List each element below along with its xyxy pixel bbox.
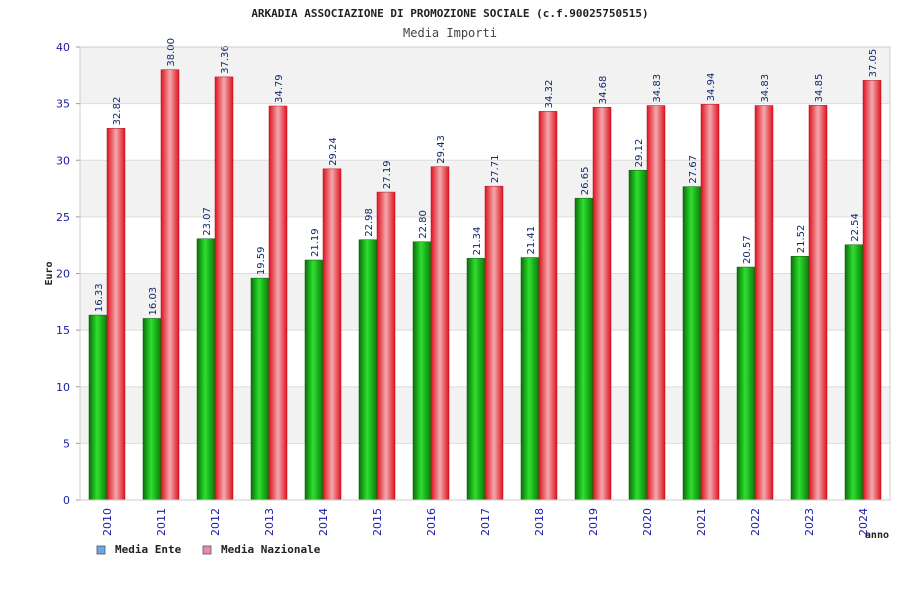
data-label: 27.71: [490, 155, 501, 184]
x-tick-label: 2019: [587, 508, 600, 536]
bar-media-ente: [466, 258, 486, 501]
x-tick-label: 2018: [533, 508, 546, 536]
bar-media-ente: [358, 239, 378, 501]
bar-media-nazionale: [862, 80, 882, 501]
bar-media-ente: [250, 277, 270, 501]
y-tick-label: 40: [56, 41, 70, 54]
bar-media-ente: [304, 259, 324, 501]
chart-title: ARKADIA ASSOCIAZIONE DI PROMOZIONE SOCIA…: [251, 7, 648, 20]
x-tick-label: 2011: [155, 508, 168, 536]
bar-media-nazionale: [160, 69, 180, 501]
x-tick-label: 2016: [425, 508, 438, 536]
bar-media-nazionale: [214, 76, 234, 501]
data-label: 37.36: [220, 45, 231, 74]
bar-media-nazionale: [646, 105, 666, 501]
x-axis-label: anno: [865, 530, 889, 541]
y-tick-label: 35: [56, 98, 70, 111]
y-tick-label: 5: [63, 437, 70, 450]
bar-media-ente: [682, 186, 702, 501]
bar-media-ente: [196, 238, 216, 501]
bar-media-nazionale: [376, 191, 396, 501]
data-label: 34.32: [544, 80, 555, 109]
bar-media-ente: [412, 241, 432, 501]
data-label: 34.79: [274, 74, 285, 103]
bar-media-nazionale: [808, 105, 828, 501]
data-label: 21.34: [472, 227, 483, 256]
bar-media-nazionale: [106, 128, 126, 501]
x-tick-label: 2014: [317, 508, 330, 536]
x-tick-label: 2023: [803, 508, 816, 536]
data-label: 23.07: [202, 207, 213, 236]
y-tick-label: 20: [56, 268, 70, 281]
data-label: 32.82: [112, 97, 123, 126]
data-label: 34.85: [814, 74, 825, 103]
bar-media-ente: [574, 197, 594, 501]
data-label: 26.65: [580, 167, 591, 196]
data-label: 29.24: [328, 137, 339, 166]
bar-media-ente: [790, 256, 810, 501]
data-label: 16.33: [94, 283, 105, 312]
data-label: 34.94: [706, 73, 717, 102]
x-tick-label: 2013: [263, 508, 276, 536]
legend-swatch-ente: [96, 545, 106, 555]
y-tick-label: 25: [56, 211, 70, 224]
bar-media-nazionale: [484, 185, 504, 501]
data-label: 34.68: [598, 76, 609, 105]
chart-subtitle: Media Importi: [403, 26, 497, 40]
x-tick-label: 2021: [695, 508, 708, 536]
bar-media-nazionale: [430, 166, 450, 501]
data-label: 22.54: [850, 213, 861, 242]
data-label: 27.67: [688, 155, 699, 184]
data-label: 34.83: [652, 74, 663, 103]
legend-swatch-nazionale: [202, 545, 212, 555]
bar-media-nazionale: [322, 168, 342, 501]
x-tick-label: 2017: [479, 508, 492, 536]
bar-media-nazionale: [700, 104, 720, 501]
y-tick-label: 15: [56, 324, 70, 337]
data-label: 29.12: [634, 139, 645, 168]
y-tick-label: 0: [63, 494, 70, 507]
bar-media-nazionale: [538, 111, 558, 501]
y-tick-label: 30: [56, 154, 70, 167]
bar-media-nazionale: [268, 105, 288, 501]
x-axis-ticks: 2010 2011 2012 2013 2014 2015 2016 2017 2018 2019…: [101, 508, 870, 536]
data-label: 34.83: [760, 74, 771, 103]
data-label: 29.43: [436, 135, 447, 164]
bar-media-ente: [142, 318, 162, 501]
data-label: 27.19: [382, 160, 393, 189]
x-tick-label: 2012: [209, 508, 222, 536]
x-tick-label: 2010: [101, 508, 114, 536]
y-tick-label: 10: [56, 381, 70, 394]
data-label: 21.41: [526, 226, 537, 255]
data-label: 37.05: [868, 49, 879, 78]
x-tick-label: 2020: [641, 508, 654, 536]
y-axis-ticks: 0 5 10 15 20 25 30 35 40: [56, 41, 80, 507]
bar-media-nazionale: [754, 105, 774, 501]
bars: [88, 69, 882, 501]
bar-media-ente: [88, 314, 108, 501]
data-label: 22.98: [364, 208, 375, 237]
data-labels: 16.33 32.82 16.03 38.00 23.07 37.36 19.59 34.79…: [94, 38, 879, 315]
bar-media-ente: [736, 266, 756, 501]
data-label: 21.52: [796, 225, 807, 254]
x-tick-label: 2015: [371, 508, 384, 536]
legend: Media Ente Media Nazionale: [96, 543, 321, 556]
y-axis-label: Euro: [44, 261, 55, 285]
bar-media-ente: [520, 257, 540, 501]
legend-label-nazionale: Media Nazionale: [221, 543, 321, 556]
data-label: 21.19: [310, 228, 321, 257]
data-label: 20.57: [742, 235, 753, 264]
data-label: 22.80: [418, 210, 429, 239]
x-tick-label: 2024: [857, 508, 870, 536]
bar-media-ente: [628, 169, 648, 501]
data-label: 19.59: [256, 247, 267, 276]
data-label: 38.00: [166, 38, 177, 67]
legend-label-ente: Media Ente: [115, 543, 182, 556]
x-tick-label: 2022: [749, 508, 762, 536]
bar-media-nazionale: [592, 106, 612, 501]
plot-frame: [79, 46, 891, 501]
data-label: 16.03: [148, 287, 159, 316]
bar-media-ente: [844, 244, 864, 501]
